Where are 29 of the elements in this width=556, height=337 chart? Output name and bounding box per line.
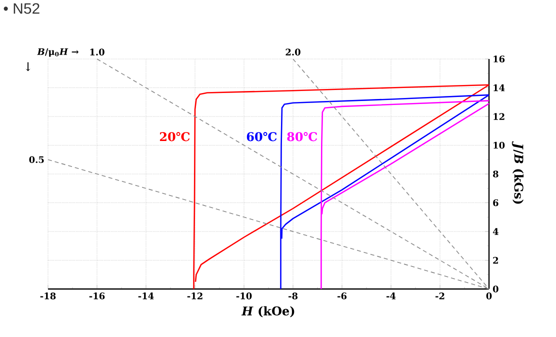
y-tick-label: 16 [494, 56, 505, 62]
x-tick-label: -10 [236, 292, 252, 300]
x-tick-label: -2 [435, 292, 444, 300]
x-tick-label: -6 [337, 292, 347, 300]
chart-title: • N52 [4, 3, 40, 14]
y-tick-label: 10 [494, 142, 505, 149]
y-tick-label: 4 [492, 228, 498, 235]
x-tick-label: -8 [288, 292, 298, 300]
annotation: 2.0 [286, 48, 300, 56]
annotation: 1.0 [90, 48, 104, 56]
x-tick-label: -18 [40, 292, 56, 300]
y-tick-label: 2 [493, 256, 498, 264]
series-label: 80℃ [287, 132, 318, 142]
y-tick-label: 12 [494, 113, 504, 120]
x-axis-title: H (kOe) [241, 306, 294, 318]
x-tick-label: -14 [138, 292, 154, 300]
x-tick-label: 0 [486, 292, 492, 300]
series-label: 20℃ [160, 132, 190, 142]
y-tick-label: 8 [493, 170, 498, 178]
x-tick-label: -4 [386, 292, 396, 300]
text: B/μ$_{0}$H → [37, 48, 79, 57]
annotation: 0.5 [29, 156, 44, 164]
x-tick-label: -12 [187, 292, 202, 300]
y-tick-label: 0 [492, 286, 498, 292]
y-tick-label: 14 [494, 84, 505, 92]
y-tick-label: 6 [493, 199, 498, 206]
series-label: 60℃ [246, 132, 277, 142]
text: ↓ [26, 62, 30, 72]
x-tick-label: -16 [89, 292, 105, 300]
